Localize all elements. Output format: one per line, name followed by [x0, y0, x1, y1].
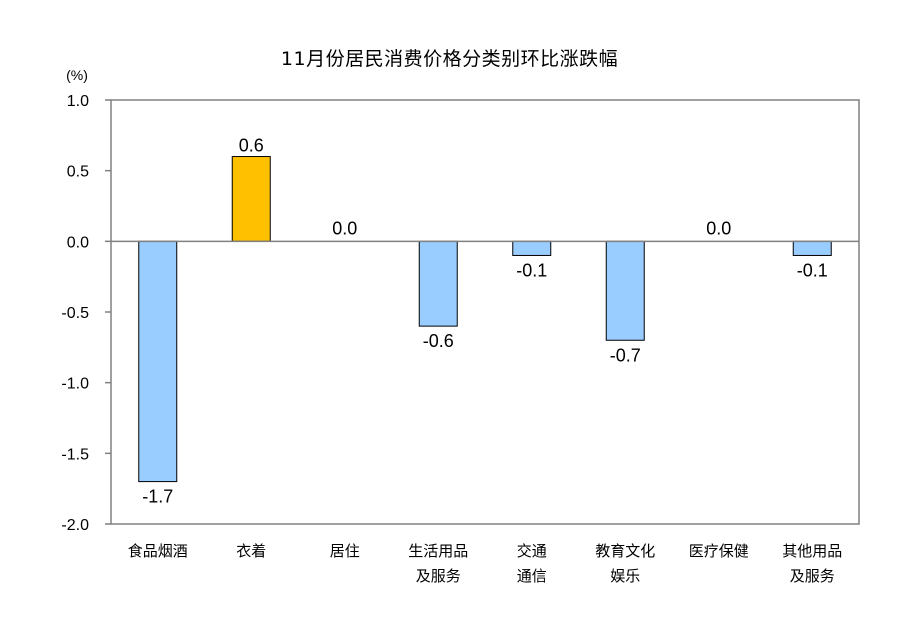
data-label: -1.7: [142, 487, 173, 507]
category-label: 食品烟酒: [128, 542, 188, 560]
y-tick-label: 0.5: [67, 164, 89, 181]
y-axis-unit-label: (%): [66, 67, 88, 83]
plot-frame: [110, 99, 860, 525]
category-label: 生活用品: [408, 542, 468, 560]
data-label: -0.1: [516, 260, 547, 280]
y-tick-label: -2.0: [61, 517, 89, 534]
bar: [792, 240, 832, 256]
category-label: 居住: [330, 542, 360, 560]
category-label: 及服务: [790, 567, 835, 585]
y-tick-label: 1.0: [67, 93, 89, 110]
data-label: 0.0: [706, 218, 731, 238]
y-tick-label: -0.5: [61, 305, 89, 322]
bar: [418, 240, 458, 327]
category-label: 衣着: [236, 542, 266, 560]
plot-area: 1.0 0.5 0.0 -0.5 -1.0 -1.5 -2.0 (%) -1.7 食品烟酒 0.6 衣…: [61, 67, 860, 585]
data-label: -0.1: [797, 260, 828, 280]
category-label: 其他用品: [782, 542, 842, 560]
category-label: 教育文化: [595, 542, 655, 560]
chart-title: 11月份居民消费价格分类别环比涨跌幅: [280, 48, 619, 70]
y-tick-label: -1.5: [61, 446, 89, 463]
category-label: 交通: [517, 542, 547, 560]
category-label: 医疗保健: [689, 542, 749, 560]
y-tick-label: 0.0: [67, 234, 89, 251]
bar: [231, 156, 271, 242]
bar: [512, 240, 552, 256]
bar: [138, 240, 178, 483]
category-label: 及服务: [416, 567, 461, 585]
data-label: -0.6: [423, 331, 454, 351]
data-label: 0.0: [332, 218, 357, 238]
category-label: 娱乐: [610, 567, 640, 585]
data-label: 0.6: [239, 136, 264, 156]
bar: [605, 240, 645, 341]
y-tick-label: -1.0: [61, 376, 89, 393]
category-label: 通信: [517, 567, 547, 585]
data-label: -0.7: [610, 345, 641, 365]
